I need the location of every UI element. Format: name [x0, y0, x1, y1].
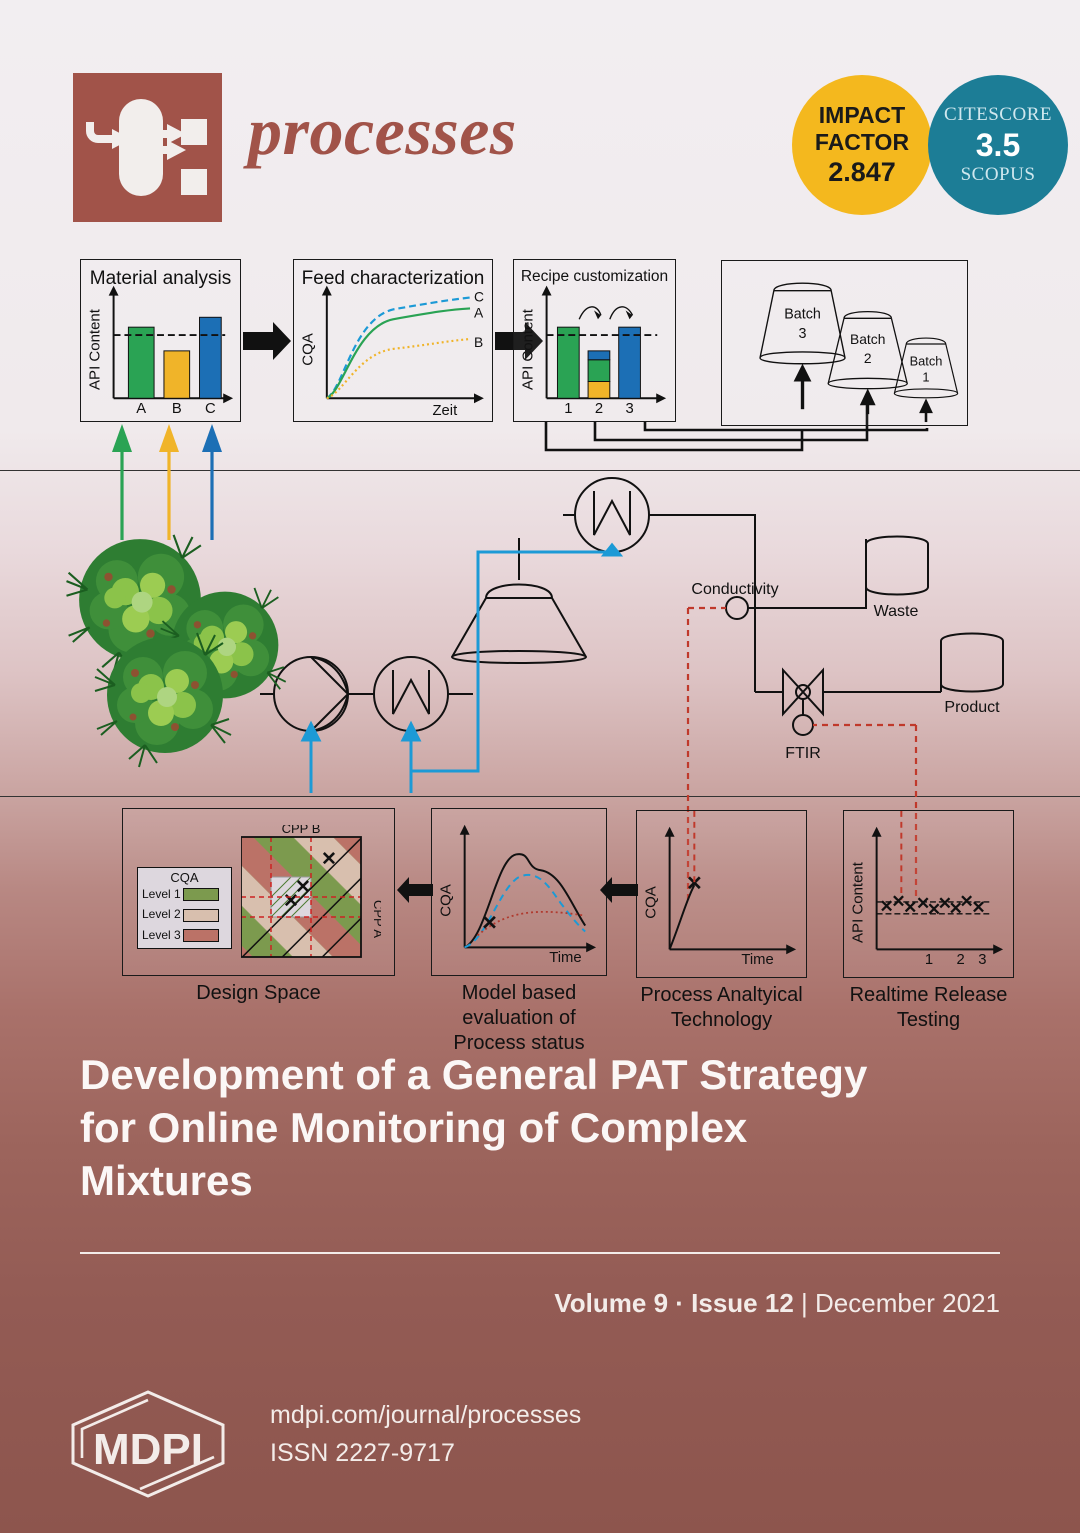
svg-text:Conductivity: Conductivity	[691, 581, 778, 598]
svg-text:CPP B: CPP B	[282, 825, 321, 836]
svg-text:Time: Time	[741, 952, 773, 968]
svg-text:Time: Time	[549, 950, 581, 966]
svg-text:Product: Product	[944, 699, 1000, 716]
svg-text:2: 2	[956, 952, 964, 968]
svg-text:✕: ✕	[283, 891, 299, 912]
svg-text:✕: ✕	[321, 849, 337, 870]
svg-text:CPP A: CPP A	[371, 900, 381, 938]
svg-text:✕: ✕	[481, 913, 498, 935]
svg-text:3: 3	[978, 952, 986, 968]
svg-text:MDPI: MDPI	[93, 1425, 203, 1474]
svg-text:1: 1	[925, 952, 933, 968]
svg-text:Waste: Waste	[874, 603, 919, 620]
svg-text:✕: ✕	[971, 898, 985, 917]
svg-text:FTIR: FTIR	[785, 745, 821, 762]
